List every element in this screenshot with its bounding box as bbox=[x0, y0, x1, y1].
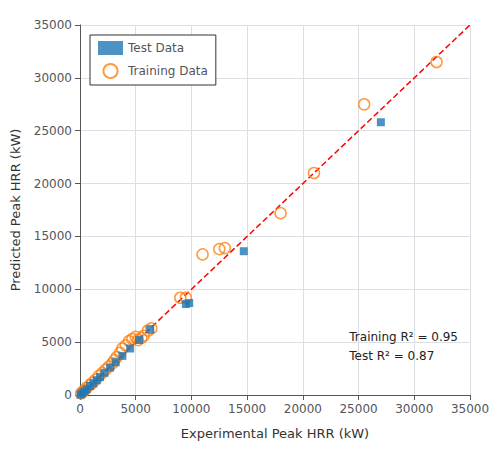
svg-text:10000: 10000 bbox=[172, 402, 210, 416]
svg-text:Predicted Peak HRR (kW): Predicted Peak HRR (kW) bbox=[8, 129, 23, 292]
svg-text:15000: 15000 bbox=[228, 402, 266, 416]
svg-text:5000: 5000 bbox=[120, 402, 151, 416]
svg-text:0: 0 bbox=[64, 388, 72, 402]
svg-text:15000: 15000 bbox=[34, 229, 72, 243]
svg-text:30000: 30000 bbox=[34, 71, 72, 85]
svg-text:30000: 30000 bbox=[395, 402, 433, 416]
svg-text:10000: 10000 bbox=[34, 282, 72, 296]
svg-text:20000: 20000 bbox=[284, 402, 322, 416]
svg-text:Training Data: Training Data bbox=[127, 64, 208, 78]
svg-text:20000: 20000 bbox=[34, 177, 72, 191]
svg-text:35000: 35000 bbox=[34, 18, 72, 32]
svg-text:35000: 35000 bbox=[451, 402, 489, 416]
svg-text:Test R² = 0.87: Test R² = 0.87 bbox=[348, 349, 434, 363]
svg-text:25000: 25000 bbox=[34, 124, 72, 138]
svg-text:5000: 5000 bbox=[41, 335, 72, 349]
svg-text:25000: 25000 bbox=[339, 402, 377, 416]
svg-text:Training R² = 0.95: Training R² = 0.95 bbox=[348, 330, 458, 344]
svg-text:Test Data: Test Data bbox=[127, 41, 184, 55]
svg-text:Experimental Peak HRR (kW): Experimental Peak HRR (kW) bbox=[181, 426, 369, 441]
svg-text:0: 0 bbox=[76, 402, 84, 416]
